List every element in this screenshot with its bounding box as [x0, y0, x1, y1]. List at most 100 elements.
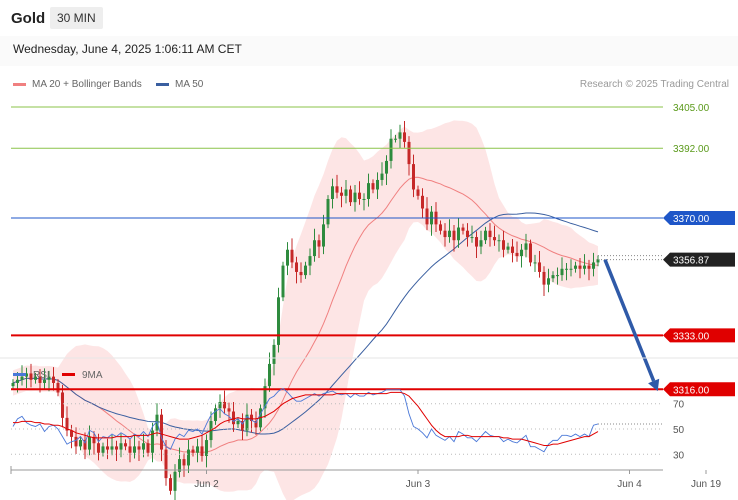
candle — [376, 172, 379, 199]
candle — [79, 436, 82, 451]
legend-ma50: MA 50 — [156, 79, 203, 90]
candle — [394, 134, 397, 143]
candle — [403, 120, 406, 148]
candle-body — [115, 446, 118, 450]
resistance-label: 3405.00 — [673, 103, 710, 114]
candle — [56, 379, 60, 397]
support-tag — [663, 328, 735, 343]
candle-body — [16, 379, 19, 383]
candle-body — [353, 192, 357, 203]
candle — [592, 252, 595, 277]
instrument-title: Gold — [11, 10, 46, 27]
candle-body — [425, 208, 429, 225]
candle-body — [47, 376, 51, 380]
candle-body — [20, 376, 24, 380]
candle — [520, 244, 523, 268]
candle-body — [169, 478, 172, 491]
rsi-ma-swatch — [62, 373, 75, 376]
candle-body — [475, 237, 478, 247]
candle — [254, 411, 258, 435]
candle — [560, 257, 564, 281]
candle — [281, 261, 285, 302]
legend-ma20-label: MA 20 + Bollinger Bands — [32, 79, 142, 90]
candle-body — [119, 443, 123, 450]
candle — [470, 225, 474, 243]
resistance-label: 3392.00 — [673, 144, 710, 155]
candle-body — [592, 262, 595, 269]
candle-body — [236, 421, 240, 425]
candle — [596, 255, 600, 267]
candle-body — [250, 414, 253, 422]
candle — [547, 268, 550, 293]
candle-body — [394, 138, 397, 140]
candle — [115, 440, 118, 461]
interval-badge[interactable]: 30 MIN — [50, 7, 103, 29]
candle-body — [515, 252, 519, 257]
rsi-tick-label: 50 — [673, 425, 685, 436]
candle — [286, 242, 289, 276]
candle-body — [263, 386, 267, 409]
candle-body — [128, 446, 132, 453]
candle — [524, 233, 528, 258]
candle — [389, 129, 393, 169]
candle — [214, 404, 217, 425]
candle-body — [466, 230, 469, 238]
candle-body — [367, 183, 370, 199]
candle — [466, 223, 469, 247]
candle-body — [569, 268, 573, 270]
candle-body — [187, 449, 190, 466]
candle-body — [281, 265, 285, 298]
candle-body — [547, 278, 550, 285]
candle — [421, 188, 424, 219]
candle — [335, 174, 339, 199]
bollinger-band — [13, 120, 598, 500]
candle-body — [142, 443, 145, 450]
candle-body — [70, 430, 73, 437]
candle — [137, 440, 141, 461]
candle-body — [137, 446, 141, 450]
candle-body — [146, 443, 150, 453]
candle — [34, 372, 37, 384]
candle-body — [34, 376, 37, 380]
candle-body — [110, 446, 114, 450]
pivot-tag — [663, 211, 735, 226]
candle — [308, 248, 312, 276]
candle — [353, 185, 357, 212]
candle-body — [52, 376, 55, 383]
candle — [349, 185, 352, 206]
candle — [533, 254, 537, 272]
candle — [83, 432, 87, 460]
candle-body — [164, 449, 168, 479]
candle-body — [538, 262, 541, 272]
rsi-ma-legend-label: 9MA — [82, 370, 103, 381]
candle-body — [97, 443, 100, 453]
candle — [340, 186, 343, 208]
candle — [452, 224, 456, 252]
last-price-label: 3356.87 — [673, 256, 710, 267]
candle — [47, 370, 51, 392]
candle-body — [277, 297, 280, 345]
support-label: 3333.00 — [673, 331, 710, 342]
candle — [11, 379, 15, 390]
candle — [313, 228, 316, 262]
candle-body — [182, 459, 186, 466]
candle — [506, 242, 510, 254]
candle — [529, 239, 532, 267]
candle-body — [439, 224, 442, 231]
candle-body — [520, 249, 523, 257]
rsi-line — [12, 387, 599, 453]
candle — [502, 230, 505, 258]
chart-legend: MA 20 + Bollinger Bands MA 50 Research ©… — [0, 79, 738, 95]
candle-body — [556, 275, 559, 277]
candle-body — [403, 132, 406, 142]
candle-body — [241, 421, 244, 431]
candle-body — [380, 173, 384, 180]
candle — [133, 434, 136, 459]
candle-body — [61, 392, 64, 418]
candle-body — [223, 401, 226, 409]
candle-body — [389, 138, 393, 161]
candle — [245, 403, 249, 437]
candle — [542, 266, 546, 297]
candle — [25, 367, 28, 389]
candle — [439, 220, 442, 235]
